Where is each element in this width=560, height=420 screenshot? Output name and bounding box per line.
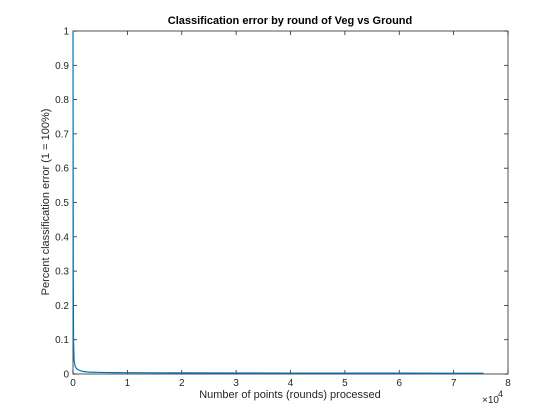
- series-line-0: [72, 30, 484, 374]
- x-axis-label: Number of points (rounds) processed: [199, 389, 381, 401]
- y-tick-label: 0.4: [55, 232, 69, 243]
- x-tick-label: 0: [70, 378, 76, 389]
- y-tick-label: 1: [63, 27, 69, 38]
- y-tick-label: 0.2: [55, 301, 69, 312]
- x-tick-label: 4: [288, 378, 294, 389]
- x-tick-label: 7: [451, 378, 457, 389]
- y-tick-label: 0.1: [55, 335, 69, 346]
- y-tick-label: 0.9: [55, 61, 69, 72]
- x-axis-multiplier-exponent: 4: [498, 389, 503, 399]
- x-tick-label: 2: [179, 378, 185, 389]
- series-lines: [72, 30, 484, 374]
- chart-title: Classification error by round of Veg vs …: [168, 15, 413, 27]
- y-tick-labels: 0 0.1 0.2 0.3 0.4 0.5 0.6 0.7 0.8 0.9 1: [55, 27, 69, 381]
- x-axis-multiplier: ×10: [482, 395, 499, 406]
- y-tick-label: 0.6: [55, 164, 69, 175]
- x-tick-label: 8: [505, 378, 511, 389]
- x-tick-label: 5: [342, 378, 348, 389]
- y-tick-label: 0.5: [55, 198, 69, 209]
- plot-area: [72, 30, 509, 375]
- y-tick-label: 0.3: [55, 267, 69, 278]
- x-tick-label: 6: [396, 378, 402, 389]
- y-axis-label: Percent classification error (1 = 100%): [40, 109, 52, 296]
- y-tick-label: 0.8: [55, 95, 69, 106]
- x-tick-label: 1: [125, 378, 131, 389]
- x-tick-labels: 0 1 2 3 4 5 6 7 8: [70, 378, 511, 389]
- y-tick-label: 0.7: [55, 129, 69, 140]
- x-tick-label: 3: [233, 378, 239, 389]
- y-tick-label: 0: [63, 370, 69, 381]
